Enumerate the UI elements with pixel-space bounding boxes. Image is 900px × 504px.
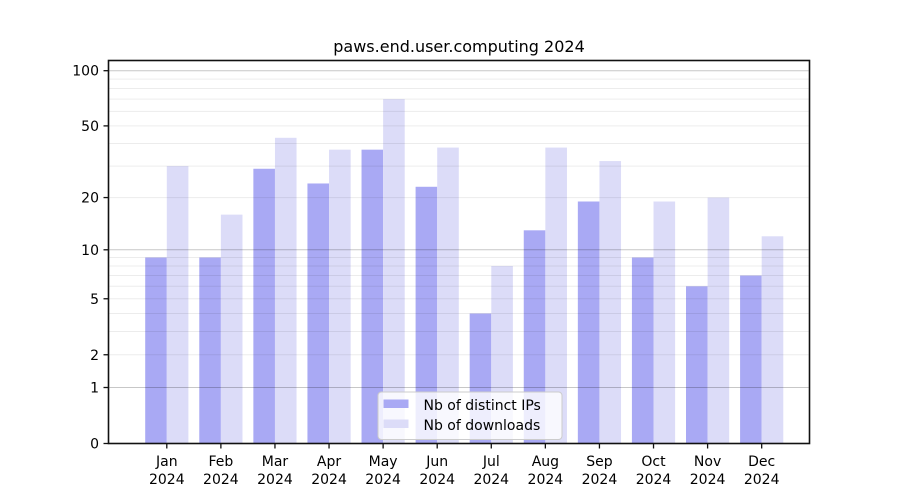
chart-title: paws.end.user.computing 2024	[333, 37, 585, 56]
plot-border	[107, 59, 811, 445]
bar-nb-of-downloads-may	[383, 99, 405, 444]
x-tick-label-aug: Aug 2024	[528, 454, 564, 488]
x-tick-label-jul: Jul 2024	[473, 454, 509, 488]
bar-nb-of-distinct-ips-jun	[415, 186, 438, 444]
bar-nb-of-downloads-feb	[220, 214, 243, 444]
bar-nb-of-downloads-apr	[329, 149, 351, 444]
bar-nb-of-distinct-ips-dec	[740, 275, 762, 444]
x-tick-label-jun: Jun 2024	[419, 454, 455, 488]
x-tick-label-oct: Oct 2024	[636, 454, 672, 488]
bar-nb-of-distinct-ips-mar	[253, 168, 275, 444]
legend-label-distinct-ips: Nb of distinct IPs	[424, 398, 541, 414]
bar-nb-of-downloads-mar	[274, 137, 297, 444]
bar-nb-of-distinct-ips-nov	[686, 286, 708, 444]
legend: Nb of distinct IPs Nb of downloads	[377, 391, 563, 440]
bar-nb-of-distinct-ips-sep	[577, 201, 600, 444]
x-tick-label-nov: Nov 2024	[690, 454, 726, 488]
bar-nb-of-downloads-oct	[653, 201, 676, 444]
bar-nb-of-distinct-ips-feb	[199, 257, 221, 444]
bar-nb-of-distinct-ips-jan	[145, 257, 167, 444]
bar-nb-of-downloads-aug	[545, 147, 567, 444]
x-tick-label-dec: Dec 2024	[744, 454, 780, 488]
bar-nb-of-distinct-ips-may	[361, 149, 384, 444]
legend-label-downloads: Nb of downloads	[424, 418, 541, 434]
x-tick-label-feb: Feb 2024	[203, 454, 239, 488]
bar-nb-of-downloads-jan	[166, 166, 189, 444]
x-tick-label-apr: Apr 2024	[311, 454, 347, 488]
grid-layer	[109, 70, 809, 389]
bar-nb-of-distinct-ips-oct	[631, 257, 654, 444]
y-tick-label: 10	[81, 243, 99, 259]
bar-nb-of-downloads-dec	[761, 236, 784, 444]
y-tick-label: 2	[90, 348, 99, 364]
y-tick-label: 50	[81, 119, 99, 135]
legend-box	[377, 391, 563, 440]
y-tick-label: 1	[90, 381, 99, 397]
y-tick-label: 100	[72, 64, 99, 80]
x-tick-label-may: May 2024	[365, 454, 401, 488]
y-tick-label: 0	[90, 437, 99, 453]
x-tick-label-mar: Mar 2024	[257, 454, 293, 488]
x-tick-label-jan: Jan 2024	[149, 454, 185, 488]
bar-nb-of-distinct-ips-apr	[307, 183, 330, 444]
legend-swatch-downloads	[383, 419, 409, 428]
bar-nb-of-downloads-nov	[707, 197, 730, 444]
y-tick-label: 5	[90, 292, 99, 308]
legend-swatch-distinct-ips	[383, 399, 409, 408]
bar-nb-of-downloads-sep	[599, 161, 622, 444]
bar-nb-of-downloads-jun	[437, 147, 459, 444]
y-tick-label: 20	[81, 191, 99, 207]
x-tick-label-sep: Sep 2024	[582, 454, 618, 488]
bar-nb-of-distinct-ips-aug	[523, 230, 546, 444]
